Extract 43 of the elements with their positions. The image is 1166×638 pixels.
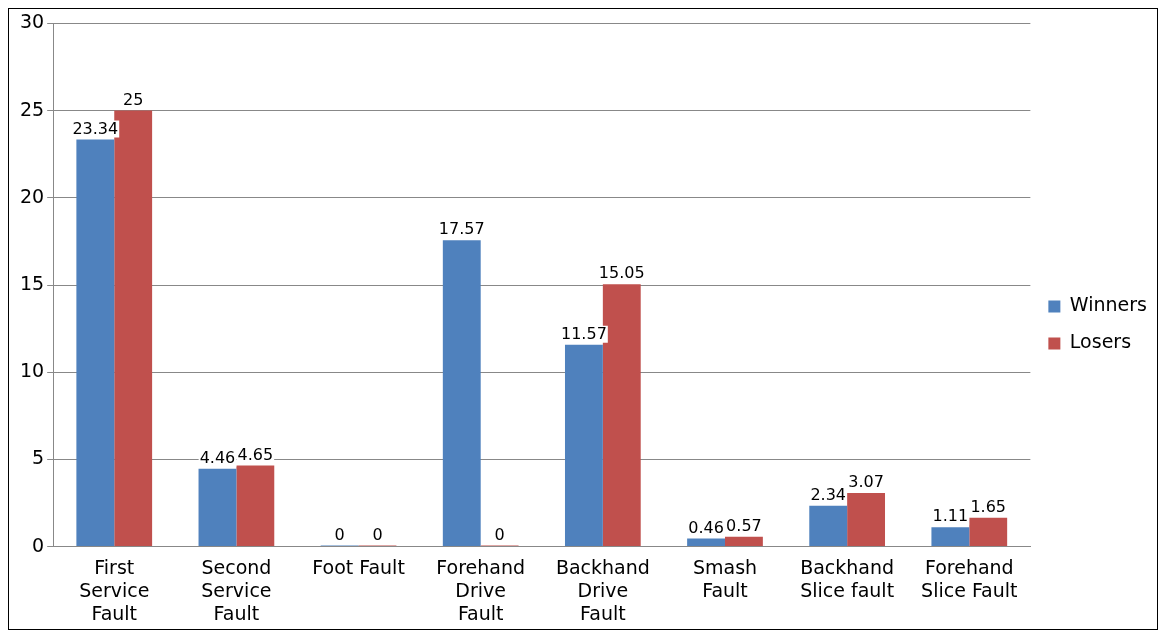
- bar: [687, 538, 725, 547]
- bar: [725, 536, 763, 547]
- x-tick-label: Forehand Drive Fault: [436, 555, 526, 624]
- bar: [236, 465, 275, 547]
- y-tick-label: 20: [19, 184, 45, 207]
- y-tick-label: 25: [19, 97, 45, 120]
- bar: [809, 505, 848, 547]
- y-tick-label: 10: [19, 359, 45, 382]
- x-tick-label: Foot Fault: [312, 555, 405, 578]
- x-tick-label: Second Service Fault: [201, 555, 272, 624]
- y-tick-label: 15: [19, 271, 45, 294]
- x-tick-label: Smash Fault: [692, 555, 758, 601]
- data-label: 0.57: [726, 515, 762, 535]
- data-label: 0.46: [688, 517, 724, 537]
- y-tick-label: 0: [32, 533, 45, 556]
- data-label: 4.46: [199, 447, 236, 467]
- data-label: 25: [123, 89, 144, 109]
- data-label: 0: [372, 524, 383, 544]
- data-label: 0: [334, 524, 345, 544]
- data-label: 1.11: [932, 506, 969, 526]
- y-tick-label: 30: [19, 10, 45, 33]
- bar: [76, 139, 115, 547]
- bar: [564, 344, 603, 547]
- x-tick-label: Backhand Drive Fault: [555, 555, 650, 624]
- data-label: 23.34: [72, 118, 119, 138]
- bar: [442, 240, 481, 547]
- y-tick-label: 5: [32, 446, 45, 469]
- bar: [847, 493, 886, 547]
- legend-label: Losers: [1069, 330, 1132, 353]
- x-tick-label: First Service Fault: [79, 555, 150, 624]
- data-label: 1.65: [970, 496, 1007, 516]
- data-label: 11.57: [561, 323, 607, 343]
- data-label: 17.57: [438, 219, 485, 239]
- bar: [931, 527, 970, 547]
- x-tick-label: Forehand Slice Fault: [921, 555, 1018, 601]
- bar: [969, 517, 1008, 547]
- legend-label: Winners: [1069, 293, 1148, 316]
- data-label: 0: [494, 524, 505, 544]
- data-label: 2.34: [810, 484, 847, 504]
- data-label: 3.07: [848, 472, 884, 492]
- x-tick-label: Backhand Slice fault: [800, 555, 895, 601]
- data-label: 15.05: [598, 263, 645, 283]
- data-label: 4.65: [237, 444, 274, 464]
